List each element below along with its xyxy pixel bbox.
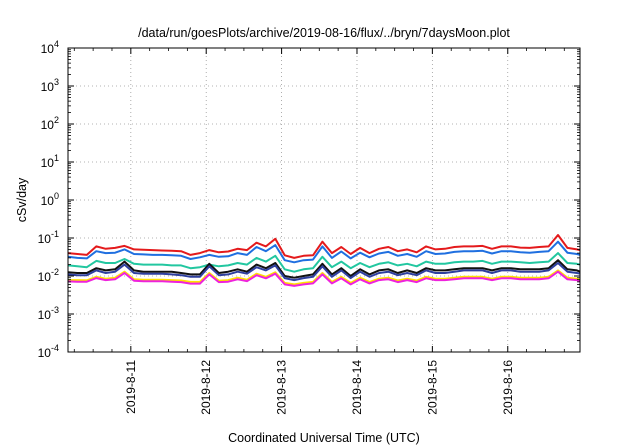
y-tick-label: 101 bbox=[41, 153, 59, 170]
x-tick-label: 2019-8-16 bbox=[501, 360, 515, 415]
y-tick-label: 10-1 bbox=[38, 229, 59, 246]
x-tick-label: 2019-8-12 bbox=[199, 360, 213, 415]
series-line-1 bbox=[67, 234, 581, 259]
y-tick-label: 102 bbox=[41, 115, 59, 132]
y-tick-label: 100 bbox=[41, 191, 59, 208]
x-tick-label: 2019-8-15 bbox=[425, 360, 439, 415]
series-line-6 bbox=[68, 269, 581, 286]
y-tick-label: 10-3 bbox=[38, 305, 59, 322]
series-line-5 bbox=[67, 262, 581, 282]
x-tick-label: 2019-8-13 bbox=[275, 360, 289, 415]
y-axis-label: cSv/day bbox=[15, 177, 29, 222]
y-tick-label: 10-4 bbox=[38, 343, 59, 360]
x-tick-label: 2019-8-11 bbox=[124, 360, 138, 414]
series-line-4 bbox=[67, 259, 581, 279]
series-line-7 bbox=[67, 270, 581, 287]
chart-title: /data/run/goesPlots/archive/2019-08-16/f… bbox=[138, 26, 510, 40]
series-line-2 bbox=[67, 240, 581, 264]
y-tick-label: 10-2 bbox=[38, 267, 59, 284]
y-tick-label: 103 bbox=[41, 77, 59, 94]
x-tick-label: 2019-8-14 bbox=[350, 360, 364, 415]
plot-frame bbox=[67, 47, 581, 353]
x-axis-label: Coordinated Universal Time (UTC) bbox=[228, 431, 420, 445]
y-tick-label: 104 bbox=[41, 39, 59, 56]
series-line-3 bbox=[67, 252, 581, 273]
